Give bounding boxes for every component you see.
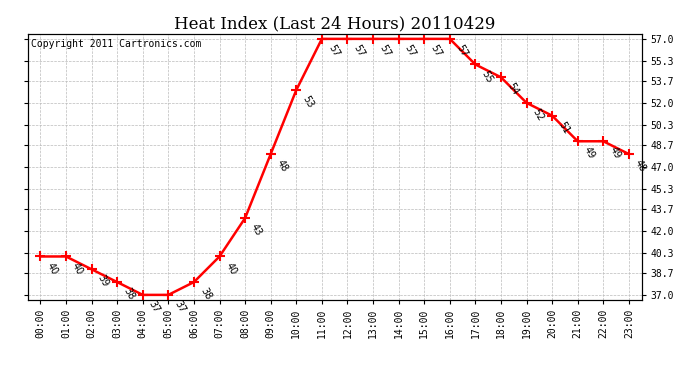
Title: Heat Index (Last 24 Hours) 20110429: Heat Index (Last 24 Hours) 20110429 bbox=[174, 15, 495, 32]
Text: 48: 48 bbox=[275, 158, 290, 174]
Text: 38: 38 bbox=[198, 286, 213, 302]
Text: 57: 57 bbox=[454, 43, 469, 59]
Text: 57: 57 bbox=[428, 43, 443, 59]
Text: 37: 37 bbox=[172, 299, 188, 315]
Text: 38: 38 bbox=[121, 286, 136, 302]
Text: 37: 37 bbox=[147, 299, 161, 315]
Text: 39: 39 bbox=[96, 273, 110, 289]
Text: 55: 55 bbox=[480, 69, 495, 84]
Text: 52: 52 bbox=[531, 107, 546, 123]
Text: 53: 53 bbox=[300, 94, 315, 110]
Text: 57: 57 bbox=[326, 43, 341, 59]
Text: 57: 57 bbox=[377, 43, 392, 59]
Text: 40: 40 bbox=[224, 261, 239, 276]
Text: 40: 40 bbox=[70, 261, 85, 276]
Text: 49: 49 bbox=[582, 146, 597, 161]
Text: 54: 54 bbox=[505, 81, 520, 97]
Text: 57: 57 bbox=[403, 43, 417, 59]
Text: 43: 43 bbox=[249, 222, 264, 238]
Text: 40: 40 bbox=[45, 261, 59, 276]
Text: Copyright 2011 Cartronics.com: Copyright 2011 Cartronics.com bbox=[30, 39, 201, 49]
Text: 51: 51 bbox=[556, 120, 571, 135]
Text: 57: 57 bbox=[352, 43, 366, 59]
Text: 49: 49 bbox=[607, 146, 622, 161]
Text: 48: 48 bbox=[633, 158, 648, 174]
